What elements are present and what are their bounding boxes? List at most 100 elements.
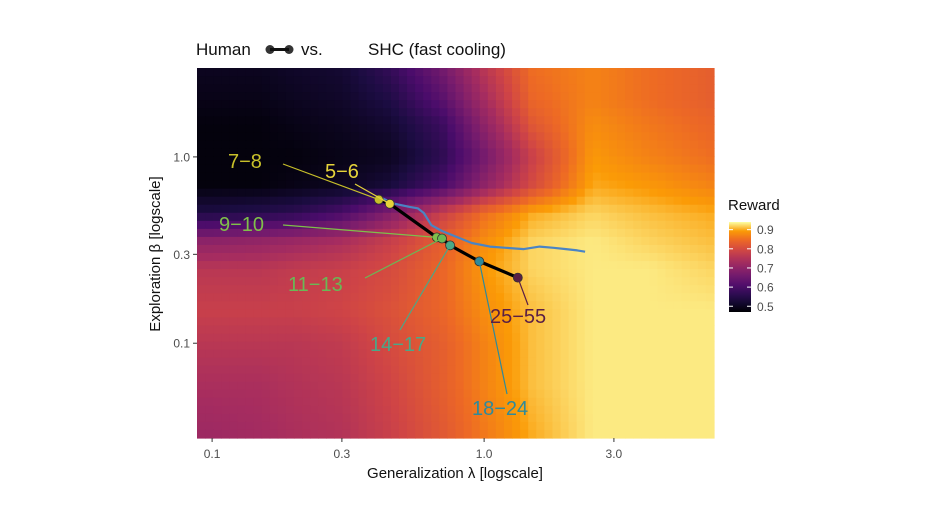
heatmap-cell [487,108,497,117]
heatmap-cell [657,188,667,198]
heatmap-cell [213,373,222,383]
trial-label: 7−8 [228,151,262,173]
heatmap-cell [382,397,392,407]
heatmap-cell [342,132,352,141]
heatmap-cell [205,100,214,109]
heatmap-cell [350,349,360,359]
heatmap-cell [705,413,715,423]
heatmap-cell [495,68,505,77]
shc-path-layer [378,195,586,253]
heatmap-cell [673,68,683,77]
legend-colorbar [729,222,751,312]
heatmap-cell [229,212,238,222]
heatmap-cell [358,389,368,399]
heatmap-cell [407,68,416,77]
heatmap-cell [657,413,667,423]
heatmap-cell [302,285,311,294]
title-human: Human [196,40,251,59]
heatmap-cell [310,148,319,158]
heatmap-cell [407,277,416,286]
heatmap-cell [617,164,626,174]
heatmap-cell [318,365,327,375]
heatmap-cell [487,188,497,198]
heatmap-cell [520,413,529,423]
heatmap-cell [487,172,497,182]
heatmap-cell [552,92,562,101]
chart-title: Human vs. SHC (fast cooling) [196,40,506,59]
heatmap-cell [625,421,634,431]
heatmap-cell [608,357,618,367]
heatmap-cell [318,68,327,77]
heatmap-cell [584,156,594,166]
heatmap-cell [398,325,408,335]
heatmap-cell [390,68,400,77]
heatmap-cell [463,317,473,326]
heatmap-cell [310,108,319,117]
heatmap-cell [649,188,659,198]
heatmap-cell [649,349,659,359]
heatmap-cell [326,389,335,399]
heatmap-cell [237,301,247,310]
heatmap-cell [277,381,287,391]
heatmap-cell [439,108,449,117]
heatmap-cell [197,269,206,278]
heatmap-cell [705,164,715,174]
heatmap-cell [592,188,602,198]
heatmap-cell [503,357,513,367]
heatmap-cell [261,236,271,246]
heatmap-cell [520,68,529,77]
heatmap-cell [398,333,408,343]
heatmap-cell [665,341,675,351]
heatmap-cell [512,405,521,415]
heatmap-cell [293,365,303,375]
heatmap-cell [237,413,247,423]
heatmap-cell [269,413,279,423]
heatmap-cell [374,164,384,174]
heatmap-cell [536,204,545,214]
heatmap-cell [455,421,465,431]
label-leader-line [354,183,391,205]
heatmap-cell [455,172,465,182]
heatmap-cell [681,301,691,310]
heatmap-cell [568,365,578,375]
heatmap-cell [600,365,610,375]
heatmap-cell [390,140,400,150]
heatmap-cell [390,148,400,158]
heatmap-cell [221,309,230,318]
heatmap-cell [673,84,683,93]
heatmap-cell [479,212,489,222]
heatmap-cell [229,309,238,318]
heatmap-cell [269,204,279,214]
heatmap-cell [374,124,384,133]
heatmap-cell [302,357,311,367]
heatmap-cell [592,196,602,206]
heatmap-cell [245,100,255,109]
heatmap-cell [277,397,287,407]
heatmap-cell [374,309,384,318]
heatmap-cell [415,381,424,391]
heatmap-cell [544,333,554,343]
heatmap-cell [261,317,271,326]
heatmap-cell [366,204,376,214]
heatmap-cell [520,317,529,326]
heatmap-cell [245,349,255,359]
heatmap-cell [423,421,432,431]
heatmap-cell [350,325,360,335]
heatmap-cell [479,156,489,166]
heatmap-cell [439,148,449,158]
heatmap-cell [390,261,400,270]
heatmap-cell [245,389,255,399]
heatmap-cell [310,116,319,125]
heatmap-cell [512,84,521,93]
heatmap-cell [447,373,457,383]
heatmap-cell [560,341,570,351]
heatmap-cell [463,148,473,158]
heatmap-cell [205,68,214,77]
heatmap-cell [366,325,376,335]
heatmap-cell [649,421,659,431]
heatmap-cell [681,124,691,133]
heatmap-cell [366,156,376,166]
heatmap-cell [503,228,513,238]
heatmap-cell [705,261,715,270]
heatmap-cell [366,196,376,206]
